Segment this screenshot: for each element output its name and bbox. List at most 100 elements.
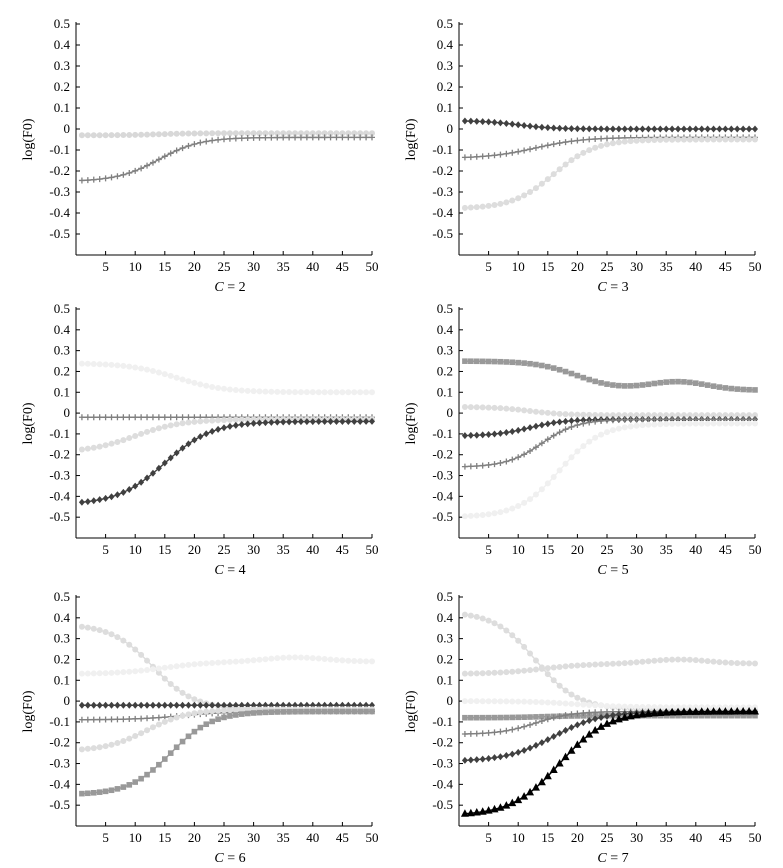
data-point [562, 460, 569, 467]
data-point [161, 718, 168, 725]
data-point [84, 132, 91, 139]
data-point [108, 787, 115, 794]
data-point [144, 727, 151, 734]
data-point [550, 410, 557, 417]
data-point [509, 359, 516, 366]
data-point [191, 130, 198, 137]
y-axis-label: log(F0) [404, 402, 419, 444]
data-point [467, 404, 474, 411]
data-point [527, 650, 534, 657]
data-point [297, 654, 304, 661]
data-point [286, 134, 293, 141]
data-point [497, 669, 504, 676]
data-point [84, 498, 91, 506]
data-point [292, 654, 299, 661]
data-point [467, 117, 474, 125]
x-tick-label: 35 [660, 259, 673, 274]
data-point [515, 406, 522, 413]
data-point [527, 496, 534, 503]
data-point [197, 709, 204, 716]
data-point [473, 698, 480, 705]
chart-panel: -0.5 -0.4 -0.3 -0.2 -0.1 0 0.1 0.2 0.3 0.4 0.5 5 10 1… [404, 589, 762, 866]
data-point [675, 125, 682, 133]
data-point [244, 701, 251, 709]
data-point [339, 708, 346, 715]
data-point [521, 425, 528, 433]
data-point [262, 134, 269, 141]
data-point [126, 668, 133, 675]
data-point [90, 497, 97, 505]
data-point [167, 130, 174, 137]
data-point [562, 726, 569, 734]
series [78, 417, 375, 506]
data-point [126, 363, 133, 370]
data-point [120, 362, 127, 369]
data-point [728, 420, 735, 427]
data-point [527, 667, 534, 674]
data-point [555, 759, 564, 767]
data-point [479, 615, 486, 622]
data-point [108, 631, 115, 638]
data-point [221, 417, 227, 424]
series [78, 623, 375, 713]
data-point [502, 801, 511, 809]
data-point [461, 463, 468, 470]
data-point [669, 378, 675, 385]
data-point [138, 730, 145, 737]
x-tick-label: 10 [129, 542, 142, 557]
data-point [351, 657, 358, 664]
data-point [479, 511, 486, 518]
data-point [197, 660, 204, 667]
data-point [497, 151, 504, 158]
data-point [155, 701, 162, 709]
data-point [663, 704, 670, 711]
data-point [727, 707, 736, 715]
y-tick-label: -0.2 [432, 163, 453, 178]
data-point [604, 429, 610, 436]
data-point [485, 152, 492, 159]
data-point [531, 783, 540, 791]
x-tick-label: 5 [102, 542, 109, 557]
data-point [96, 744, 103, 751]
data-point [539, 362, 545, 369]
data-point [675, 378, 681, 385]
data-point [126, 169, 133, 176]
data-point [102, 628, 109, 635]
data-point [544, 436, 551, 443]
data-point [209, 659, 216, 666]
data-point [108, 174, 115, 181]
data-point [697, 707, 706, 715]
data-point [509, 428, 516, 436]
data-point [604, 412, 610, 419]
y-tick-label: -0.4 [432, 776, 453, 791]
data-point [467, 463, 474, 470]
data-point [345, 130, 352, 137]
data-point [598, 417, 605, 424]
data-point [114, 173, 121, 180]
data-point [615, 125, 622, 133]
data-point [108, 132, 115, 139]
data-point [710, 125, 717, 133]
data-point [722, 412, 729, 419]
data-point [710, 136, 717, 143]
data-point [149, 701, 156, 709]
data-point [615, 660, 622, 667]
data-point [491, 358, 498, 365]
data-point [527, 360, 533, 367]
data-point [550, 699, 557, 706]
data-point [149, 131, 156, 138]
data-point [609, 660, 616, 667]
data-point [221, 424, 227, 432]
data-point [363, 130, 370, 137]
data-point [369, 417, 375, 425]
data-point [586, 147, 593, 154]
data-point [138, 414, 145, 421]
data-point [752, 660, 758, 667]
data-point [680, 136, 687, 143]
data-point [639, 382, 646, 388]
data-point [138, 165, 145, 172]
data-point [491, 404, 498, 411]
data-point [369, 389, 375, 396]
data-point [226, 130, 233, 137]
data-point [185, 142, 192, 149]
